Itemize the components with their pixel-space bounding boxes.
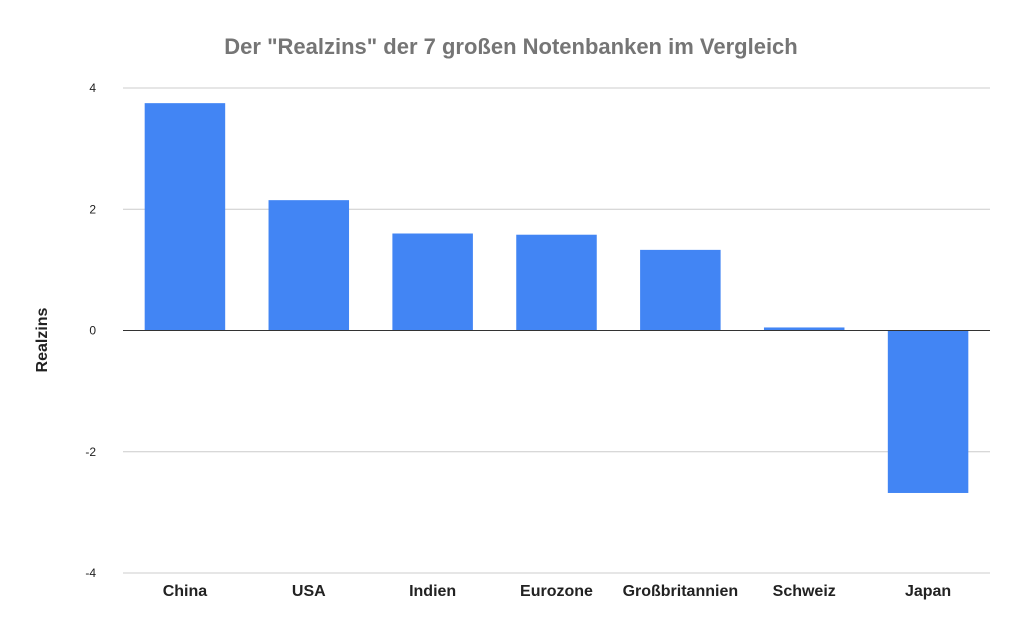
x-tick-label: USA: [292, 583, 326, 600]
bar-japan: [887, 330, 969, 493]
bar-indien: [392, 233, 473, 331]
x-tick-label: Indien: [409, 583, 456, 600]
y-axis-label: Realzins: [34, 307, 51, 372]
y-tick-label: -4: [85, 566, 96, 580]
x-tick-label: Eurozone: [520, 583, 593, 600]
gridlines: [123, 87, 990, 574]
bar-eurozone: [516, 234, 597, 331]
bar-usa: [268, 200, 350, 331]
y-tick-label: 0: [89, 324, 96, 338]
x-tick-label: Großbritannien: [623, 583, 739, 600]
y-tick-label: 2: [89, 202, 96, 216]
x-tick-label: China: [163, 583, 208, 600]
x-tick-label: Japan: [905, 583, 951, 600]
chart-title: Der "Realzins" der 7 großen Notenbanken …: [224, 34, 797, 59]
bar-china: [144, 103, 226, 331]
bar-schweiz: [763, 327, 845, 331]
y-tick-label: -2: [85, 445, 96, 459]
y-tick-label: 4: [89, 81, 96, 95]
x-tick-label: Schweiz: [773, 583, 836, 600]
bar-großbritannien: [640, 249, 721, 331]
y-tick-labels: 4 2 0 -2 -4: [85, 81, 96, 580]
bars: [144, 103, 969, 493]
x-tick-labels: China USA Indien Eurozone Großbritannien Schw…: [163, 583, 951, 600]
